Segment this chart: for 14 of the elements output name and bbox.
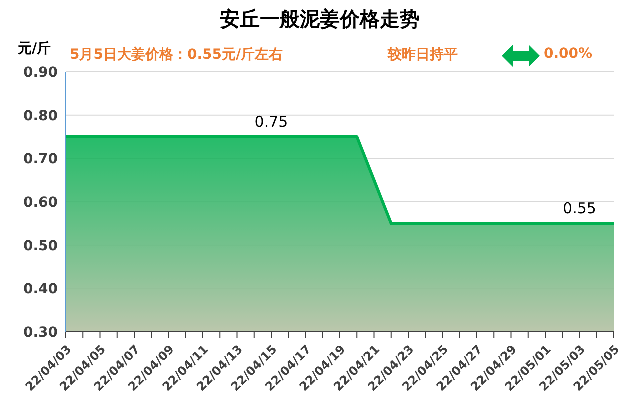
y-tick-label: 0.90 [23, 64, 58, 81]
text: 0.00% [544, 46, 593, 62]
y-tick-label: 0.80 [23, 108, 58, 124]
y-tick-label: 0.40 [23, 282, 58, 298]
text: 较昨日持平 [388, 46, 458, 64]
y-tick-label: 0.60 [23, 194, 58, 211]
y-tick-label: 0.30 [23, 324, 58, 341]
text: 5月5日大姜价格：0.55元/斤左右 [70, 46, 284, 64]
data-label: 0.75 [254, 113, 288, 131]
chart-title: 安丘一般泥姜价格走势 [219, 6, 421, 33]
y-tick-label: 0.70 [23, 152, 58, 168]
y-axis-title: 元/斤 [18, 40, 52, 58]
data-label: 0.55 [563, 200, 596, 218]
y-tick-label: 0.50 [23, 238, 58, 254]
